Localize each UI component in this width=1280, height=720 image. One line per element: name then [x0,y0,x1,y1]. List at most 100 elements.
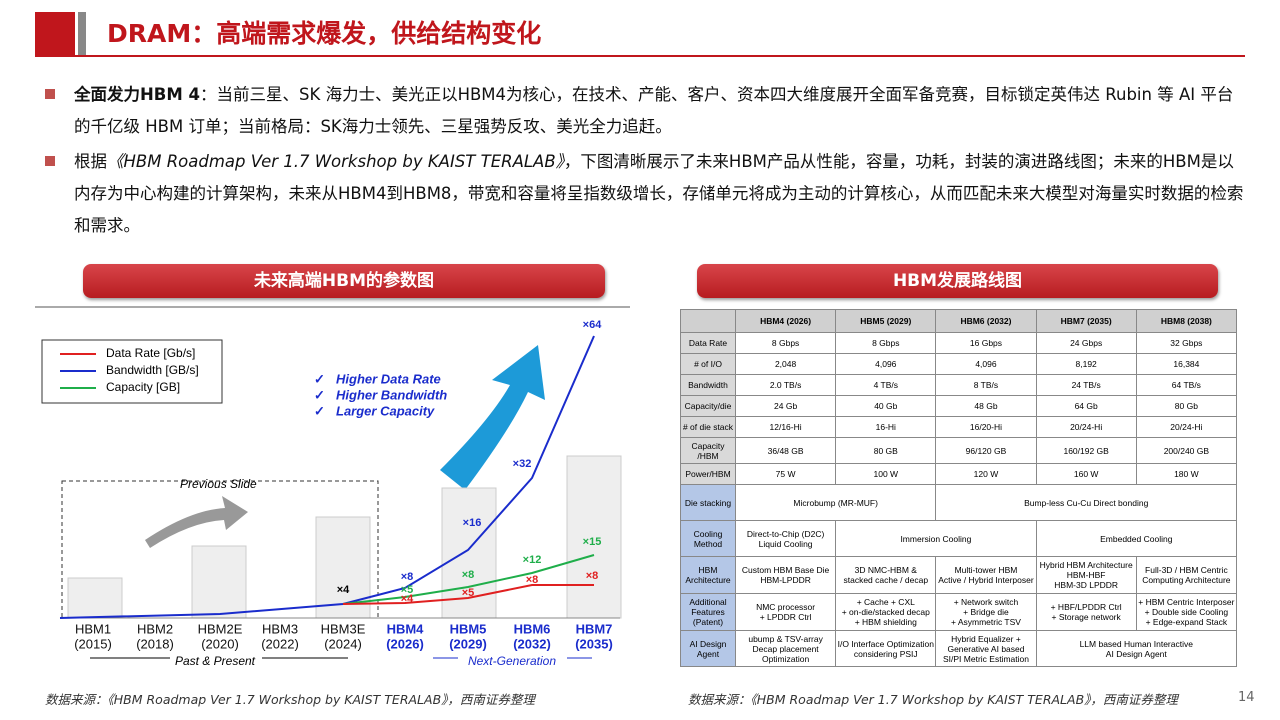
cell: 80 GB [835,437,937,464]
cell: 20/24-Hi [1135,416,1238,438]
cell: 100 W [835,463,937,485]
generation-year: (2022) [261,636,299,651]
bars [67,455,622,619]
left-chart: Previous Slide Past & Present Next-Gener… [35,306,630,668]
row: Data Rate 8 Gbps 8 Gbps 16 Gbps 24 Gbps 32 Gb… [680,332,1238,354]
cell: 2,048 [734,353,837,375]
cell: Immersion Cooling [835,520,1037,557]
cell: Capacity /HBM [680,437,736,464]
cell: 24 TB/s [1035,374,1137,396]
cell: Power/HBM [680,463,736,485]
cell: HBM7 (2035) [1035,309,1137,333]
cell: Microbump (MR-MUF) [734,484,937,521]
generation: HBM1 [75,621,111,636]
cell: Embedded Cooling [1035,520,1238,557]
generation-year: (2029) [449,636,487,651]
bold: 全面发力HBM 4 [74,85,201,104]
cell: Full-3D / HBM Centric Computing Architec… [1135,556,1238,594]
cell: Bandwidth [680,374,736,396]
cell: 20/24-Hi [1035,416,1137,438]
cell: 40 Gb [835,395,937,417]
cell: Data Rate [680,332,736,354]
generation-year: (2032) [513,636,551,651]
cell: HBM8 (2038) [1135,309,1238,333]
row: AI Design Agent ubump & TSV-array Decap p… [680,630,1238,667]
multiplier: ×4 [401,593,414,605]
title: DRAM：高端需求爆发，供给结构变化 [107,19,542,48]
generation: HBM7 [576,621,613,636]
generation-year: (2035) [575,636,613,651]
cell: 24 Gbps [1035,332,1137,354]
cell: Direct-to-Chip (D2C) Liquid Cooling [734,520,837,557]
multiplier: ×16 [463,517,482,529]
source: 数据来源：《HBM Roadmap Ver 1.7 Workshop by KA… [45,692,535,707]
cell: 64 Gb [1035,395,1137,417]
bullet: 全面发力HBM 4：当前三星、SK 海力士、美光正以HBM4为核心，在技术、产能… [74,79,1244,143]
cell: 75 W [734,463,837,485]
highlight: Higher Data Rate [336,371,441,386]
check: ✓ [314,371,325,386]
text: ，下图清晰展示了未来HBM产品从性能，容量，功耗，封装的演进路线图；未来的HBM… [74,152,1244,235]
cell: Multi-tower HBM Active / Hybrid Interpos… [935,556,1037,594]
row: Die stacking Microbump (MR-MUF) Bump-less … [680,484,1237,521]
panel-title: HBM发展路线图 [697,264,1218,298]
rule [35,55,1245,57]
text: 根据 [74,152,107,171]
generation: HBM3E [321,621,366,636]
header-block [78,12,86,55]
cell: + Network switch + Bridge die + Asymmetr… [935,593,1037,631]
row: Capacity/die 24 Gb 40 Gb 48 Gb 64 Gb 80 Gb [680,395,1238,417]
cell [680,309,736,333]
generation: HBM2 [137,621,173,636]
bullet-mark [45,156,55,166]
header-block [35,12,75,55]
cell: HBM5 (2029) [835,309,937,333]
cell: Bump-less Cu-Cu Direct bonding [935,484,1237,521]
cell: 96/120 GB [935,437,1037,464]
source: 数据来源：《HBM Roadmap Ver 1.7 Workshop by KA… [688,692,1178,707]
row: HBM Architecture Custom HBM Base Die HBM-… [680,556,1238,594]
panel-title: 未来高端HBM的参数图 [83,264,605,298]
row: Power/HBM 75 W 100 W 120 W 160 W 180 W [680,463,1238,485]
past-label: Past & Present [175,654,256,668]
cell: 160 W [1035,463,1137,485]
cell: 200/240 GB [1135,437,1238,464]
cell: Custom HBM Base Die HBM-LPDDR [734,556,837,594]
generation: HBM3 [262,621,298,636]
generation-year: (2015) [74,636,112,651]
highlight: Larger Capacity [336,403,435,418]
cell: 3D NMC-HBM & stacked cache / decap [835,556,937,594]
cell: 48 Gb [935,395,1037,417]
cell: ubump & TSV-array Decap placement Optimi… [734,630,837,667]
cell: HBM4 (2026) [734,309,837,333]
cell: NMC processor + LPDDR Ctrl [734,593,837,631]
generation-year: (2018) [136,636,174,651]
cell: Additional Features (Patent) [680,593,736,631]
row: Bandwidth 2.0 TB/s 4 TB/s 8 TB/s 24 TB/s 64 T… [680,374,1238,396]
cell: 8 Gbps [835,332,937,354]
cell: 36/48 GB [734,437,837,464]
generation-year: (2024) [324,636,362,651]
cell: Hybrid HBM Architecture HBM-HBF HBM-3D L… [1035,556,1137,594]
cell: 180 W [1135,463,1238,485]
cell: 64 TB/s [1135,374,1238,396]
bullet-mark [45,89,55,99]
cell: + HBM Centric Interposer + Double side C… [1135,593,1238,631]
gray-arrow [145,496,248,548]
cell: 2.0 TB/s [734,374,837,396]
datarate-line [342,584,594,605]
generation-year: (2026) [386,636,424,651]
cell: 4,096 [935,353,1037,375]
multiplier: ×8 [462,569,475,581]
row: HBM4 (2026) HBM5 (2029) HBM6 (2032) HBM7 (2… [680,309,1238,333]
row: # of die stack 12/16-Hi 16-Hi 16/20-Hi 20/24… [680,416,1238,438]
legend-label: Data Rate [Gb/s] [106,346,195,360]
row: # of I/O 2,048 4,096 4,096 8,192 16,384 [680,353,1238,375]
cell: 4 TB/s [835,374,937,396]
cell: 8 TB/s [935,374,1037,396]
cell: + HBF/LPDDR Ctrl + Storage network [1035,593,1137,631]
cell: 8 Gbps [734,332,837,354]
generation: HBM6 [514,621,551,636]
cell: 80 Gb [1135,395,1238,417]
